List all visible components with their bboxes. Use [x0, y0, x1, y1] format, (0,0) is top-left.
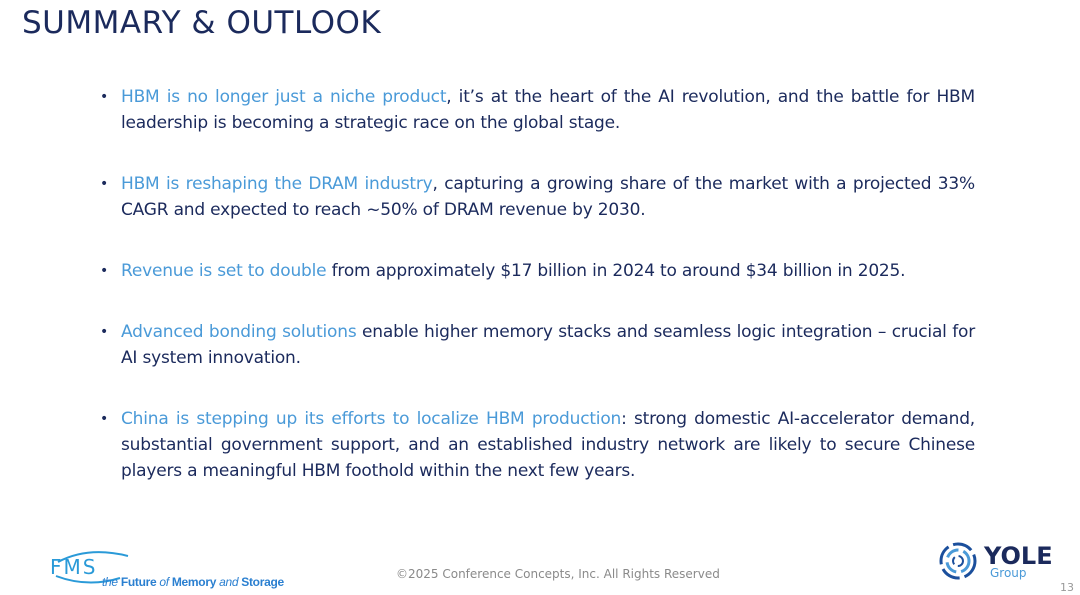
fms-tagline: the Future of Memory and Storage: [102, 575, 284, 589]
bullet-item: • China is stepping up its efforts to loc…: [100, 406, 975, 484]
bullet-highlight: HBM is no longer just a niche product: [121, 87, 447, 107]
bullet-text: : strong domestic AI-accelerator demand,…: [121, 409, 975, 481]
bullet-highlight: Advanced bonding solutions: [121, 322, 357, 342]
bullet-item: • Advanced bonding solutions enable highe…: [100, 319, 975, 371]
svg-text:FMS: FMS: [50, 555, 97, 579]
fms-logo: FMS: [50, 551, 129, 584]
bullet-item: • HBM is no longer just a niche product, …: [100, 84, 975, 136]
bullet-text: , capturing a growing share of the marke…: [121, 174, 975, 220]
bullet-item: • HBM is reshaping the DRAM industry, cap…: [100, 171, 975, 223]
bullet-item: • Revenue is set to double from approxima…: [100, 258, 975, 284]
bullet-text: enable higher memory stacks and seamless…: [121, 322, 976, 368]
bullet-icon: •: [100, 263, 109, 279]
bullet-text: from approximately $17 billion in 2024 t…: [326, 261, 906, 281]
page-number: 13: [1060, 581, 1074, 594]
yole-logo-icon: [939, 542, 977, 580]
bullet-highlight: China is stepping up its efforts to loca…: [121, 409, 622, 429]
yole-logo-text: YOLE: [984, 542, 1053, 570]
slide-title: SUMMARY & OUTLOOK: [22, 5, 382, 41]
copyright-text: ©2025 Conference Concepts, Inc. All Righ…: [396, 567, 720, 581]
bullet-highlight: Revenue is set to double: [121, 261, 327, 281]
bullet-text: , it’s at the heart of the AI revolution…: [121, 87, 975, 133]
yole-group-text: Group: [990, 566, 1027, 580]
bullet-icon: •: [100, 324, 109, 340]
summary-bullet-list: • HBM is no longer just a niche product, …: [100, 84, 975, 519]
bullet-icon: •: [100, 411, 109, 427]
bullet-icon: •: [100, 89, 109, 105]
bullet-highlight: HBM is reshaping the DRAM industry: [121, 174, 433, 194]
bullet-icon: •: [100, 176, 109, 192]
